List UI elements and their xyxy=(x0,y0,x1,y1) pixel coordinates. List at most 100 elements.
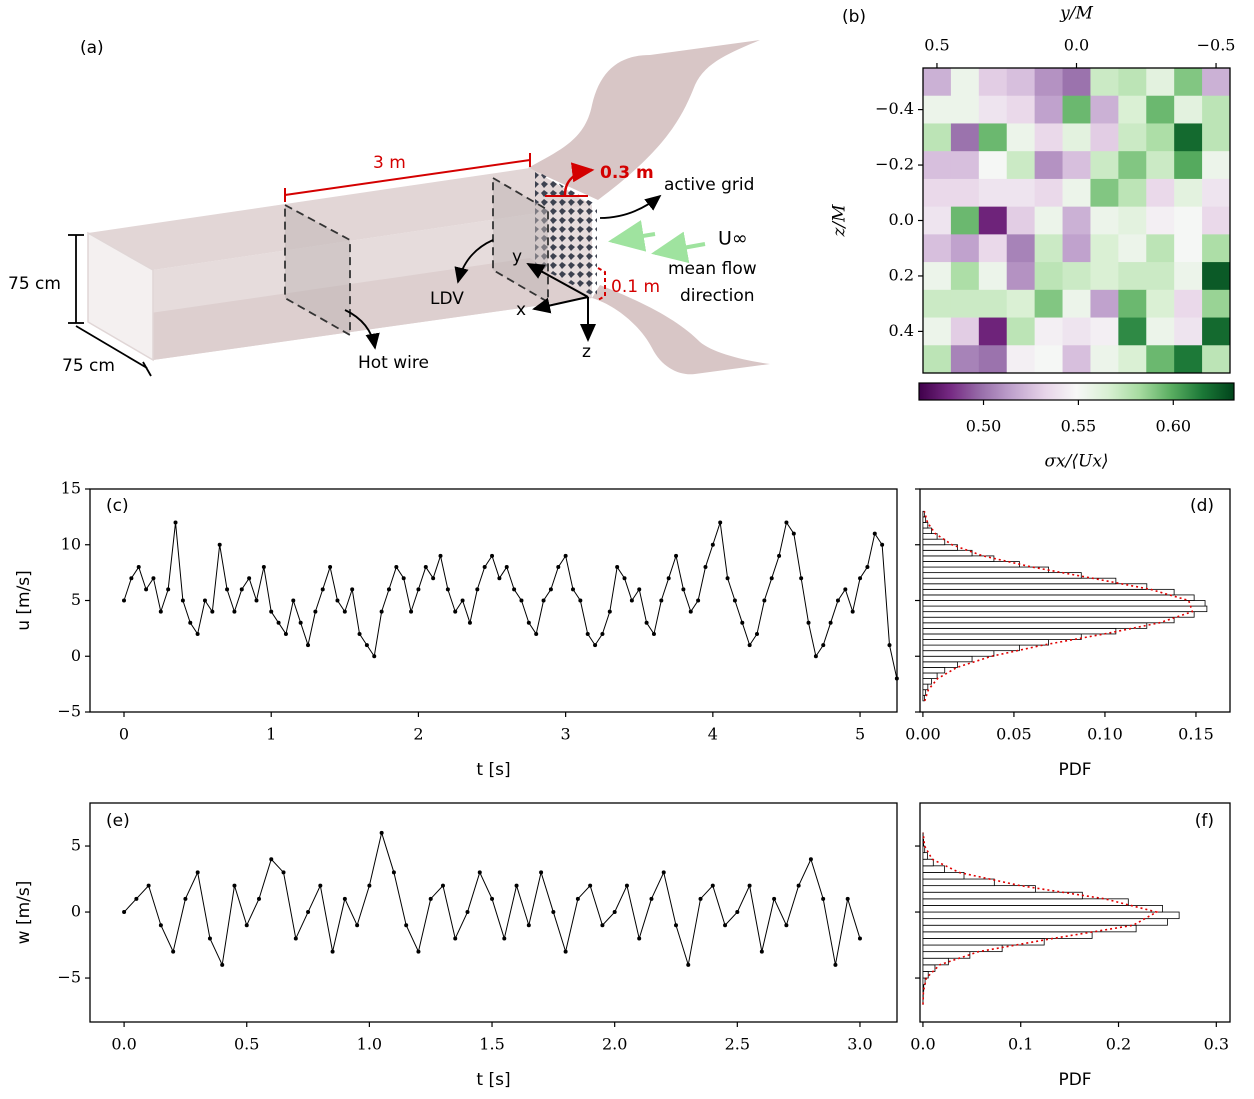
heatmap-cell xyxy=(1174,234,1203,263)
data-point xyxy=(232,883,237,888)
data-point xyxy=(512,587,517,592)
data-point xyxy=(318,883,323,888)
data-point xyxy=(843,587,848,592)
heatmap-cell xyxy=(1006,178,1036,208)
data-point xyxy=(585,631,590,636)
panel-label: (b) xyxy=(842,7,866,27)
heatmap-cell xyxy=(1034,178,1063,208)
fit-line xyxy=(923,511,1194,702)
data-point xyxy=(207,936,212,941)
data-point xyxy=(173,520,178,525)
heatmap-cell xyxy=(923,151,952,180)
heatmap-cell xyxy=(1118,206,1147,235)
data-point xyxy=(386,587,391,592)
heatmap-cell xyxy=(1202,123,1231,152)
y-tick-label: 5 xyxy=(71,836,81,855)
bar xyxy=(922,689,927,696)
x-tick-label: 1 xyxy=(266,725,276,744)
heatmap-cell xyxy=(978,95,1008,124)
contraction-bottom xyxy=(592,285,770,375)
bar xyxy=(922,611,1195,618)
data-point xyxy=(688,609,693,614)
flow-arrow xyxy=(608,220,656,252)
heatmap-cell xyxy=(1146,95,1175,124)
heatmap-cell xyxy=(1146,317,1175,346)
data-point xyxy=(482,565,487,570)
data-point xyxy=(570,587,575,592)
bar xyxy=(922,924,1137,933)
heatmap-cell xyxy=(1062,289,1091,318)
data-point xyxy=(379,609,384,614)
y-axis-label: w [m/s] xyxy=(14,881,34,945)
heatmap-cell xyxy=(1034,345,1063,374)
bar xyxy=(922,852,928,860)
y-tick-label: 10 xyxy=(61,534,81,553)
data-point xyxy=(813,654,818,659)
data-point xyxy=(762,598,767,603)
data-point xyxy=(158,609,163,614)
heatmap-cell xyxy=(1118,178,1147,208)
grid-arrow xyxy=(599,194,662,219)
data-point xyxy=(504,565,509,570)
data-point xyxy=(612,910,617,915)
data-point xyxy=(637,587,642,592)
heatmap-cell xyxy=(923,95,952,124)
data-point xyxy=(122,598,127,603)
data-point xyxy=(600,923,605,928)
bar xyxy=(922,644,1020,652)
data-point xyxy=(703,565,708,570)
x-tick-label: 1.5 xyxy=(479,1035,504,1054)
data-point xyxy=(710,883,715,888)
heatmap-cell xyxy=(1174,123,1203,152)
colorbar xyxy=(918,382,1235,401)
heatmap-cell xyxy=(978,68,1008,97)
data-point xyxy=(791,531,796,536)
data-point xyxy=(367,883,372,888)
x-axis-label: t [s] xyxy=(476,760,510,780)
axis-x xyxy=(532,296,589,314)
bar xyxy=(922,588,1175,596)
data-point xyxy=(247,576,252,581)
bar xyxy=(922,527,932,535)
data-point xyxy=(313,609,318,614)
data-point xyxy=(644,620,649,625)
heatmap-cell xyxy=(1146,289,1175,318)
heatmap-cell xyxy=(1006,123,1036,152)
heatmap-cell xyxy=(1034,234,1063,263)
panel-label: (a) xyxy=(80,38,104,58)
heatmap-cell xyxy=(1090,68,1119,97)
data-point xyxy=(453,609,458,614)
contraction-top xyxy=(528,40,760,200)
data-point xyxy=(423,565,428,570)
bar xyxy=(922,683,929,691)
data-point xyxy=(710,542,715,547)
bar xyxy=(922,516,927,523)
colorbar-label: σx/⟨Ux⟩ xyxy=(1044,452,1108,472)
grid-label: active grid xyxy=(664,175,754,195)
heatmap-cell xyxy=(1202,234,1231,263)
dimension-end xyxy=(142,361,152,377)
data-point xyxy=(659,598,664,603)
heatmap-cell xyxy=(950,68,980,97)
heatmap-cell xyxy=(923,317,952,346)
colorbar-tick-label: 0.50 xyxy=(966,417,1002,436)
data-point xyxy=(416,587,421,592)
heatmap-cell xyxy=(1062,68,1091,97)
heatmap-cell xyxy=(1174,317,1203,346)
heatmap-cell xyxy=(1174,95,1203,124)
data-point xyxy=(416,949,421,954)
heatmap-cell xyxy=(1174,151,1203,180)
data-point xyxy=(740,620,745,625)
data-point xyxy=(747,883,752,888)
data-point xyxy=(269,857,274,862)
flow-label: mean flow xyxy=(668,259,757,279)
heatmap-cell xyxy=(1174,345,1203,374)
data-point xyxy=(666,576,671,581)
data-point xyxy=(563,553,568,558)
heatmap-cell xyxy=(1062,262,1091,291)
data-point xyxy=(828,620,833,625)
x-tick-label: 0.5 xyxy=(924,36,949,55)
x-tick-label: 0.00 xyxy=(905,725,941,744)
diagram: (a) 3 m 0.3 m active grid U∞ mean flow d… xyxy=(8,38,770,377)
data-point xyxy=(845,896,850,901)
